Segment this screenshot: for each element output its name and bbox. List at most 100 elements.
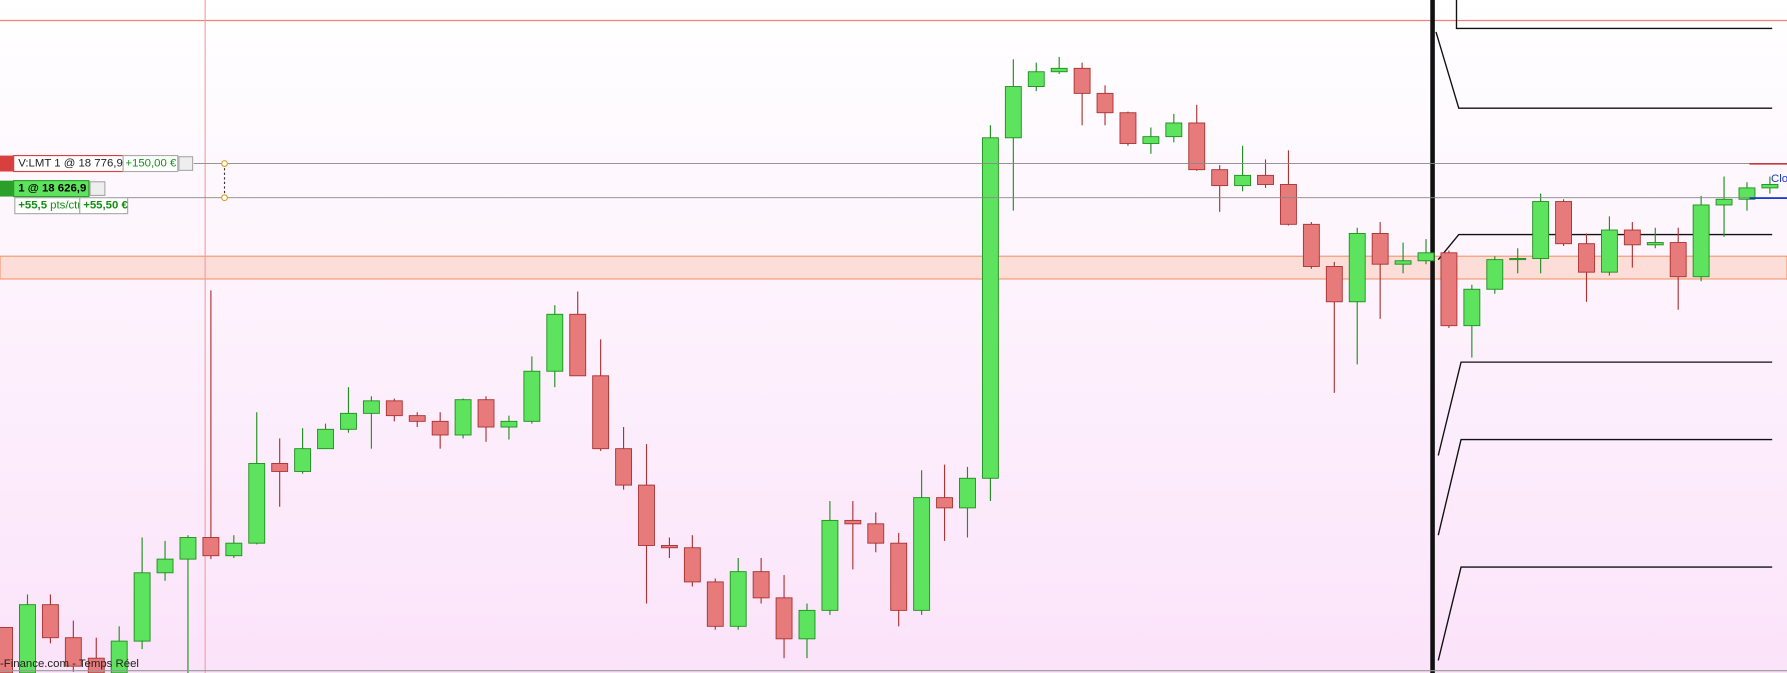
candle-body — [156, 558, 174, 574]
candle-body — [729, 571, 747, 627]
candle-body — [1119, 112, 1137, 144]
candle-body — [1371, 232, 1389, 265]
pivot-line — [1435, 31, 1773, 109]
candle-body — [317, 428, 334, 450]
candle-body — [64, 637, 82, 667]
candle-body — [1027, 71, 1045, 88]
candle-body — [1211, 169, 1229, 187]
candle-body — [87, 657, 105, 673]
source-label: -Finance.com - Temps Réel — [0, 658, 139, 670]
candle-body — [1280, 184, 1297, 225]
candle-body — [431, 420, 449, 436]
candle-body — [660, 545, 678, 549]
candle-body — [19, 604, 36, 673]
candle-body — [1073, 67, 1091, 94]
candle-body — [1394, 260, 1412, 265]
candle-body — [683, 547, 701, 583]
order-handle — [221, 194, 228, 202]
candle-body — [913, 497, 931, 611]
pivot-line — [1437, 438, 1773, 536]
candle-body — [615, 448, 633, 486]
position-label-box — [13, 180, 90, 198]
candle-body — [1761, 184, 1779, 189]
candle-body — [523, 370, 541, 422]
pivot-line — [1437, 566, 1773, 661]
candle-body — [294, 448, 312, 472]
order-close[interactable] — [178, 156, 194, 171]
candle-body — [1417, 252, 1435, 262]
pivot-line — [1437, 361, 1773, 456]
candle-body — [1669, 242, 1687, 278]
candle-body — [1532, 201, 1550, 259]
order-icon — [0, 155, 14, 172]
candle-body — [890, 542, 908, 611]
position-icon — [0, 180, 14, 197]
indicator-lines — [1435, 0, 1773, 661]
candle-body — [1325, 266, 1343, 303]
candle-body — [385, 400, 403, 417]
candle-body — [775, 597, 793, 640]
candle-body — [1302, 223, 1320, 267]
candle-body — [821, 519, 839, 611]
order-pnl-box — [122, 155, 179, 173]
candle-body — [1050, 67, 1068, 73]
candle-body — [1440, 252, 1458, 327]
candle-body — [1738, 187, 1756, 200]
pnl-box — [79, 197, 129, 215]
candle-body — [1486, 259, 1504, 290]
candle-body — [1348, 232, 1366, 303]
candle-body — [1165, 122, 1183, 138]
candle-body — [225, 542, 243, 557]
candle-body — [1234, 174, 1252, 187]
candle-body — [867, 523, 885, 544]
position-close[interactable] — [89, 181, 106, 197]
candle-body — [1623, 229, 1641, 246]
candle-body — [408, 415, 426, 422]
candle-body — [179, 537, 197, 560]
pivot-line — [1437, 233, 1773, 261]
pivot-line — [1455, 0, 1773, 30]
candle-body — [248, 463, 266, 544]
orders: V:LMT 1 @ 18 776,9 +150,00 € 1 @ 18 626,9 +… — [0, 155, 1787, 215]
candle-body — [1142, 136, 1160, 144]
points-unit: pts/ctr — [50, 200, 81, 212]
pnl: +55,50 € — [83, 200, 128, 212]
candle-body — [202, 537, 220, 557]
candle-body — [569, 313, 587, 377]
candle-body — [844, 519, 862, 525]
candle-body — [1715, 198, 1733, 206]
position-label: 1 @ 18 626,9 — [18, 183, 86, 195]
candle-body — [362, 400, 380, 414]
candle-body — [0, 626, 13, 673]
order-handle — [221, 160, 228, 167]
candle-body — [1692, 204, 1710, 278]
candle-body — [41, 604, 59, 639]
candle-body — [1555, 201, 1572, 245]
order-pnl: +150,00 € — [125, 158, 177, 170]
candle-body — [1257, 174, 1274, 185]
candle-body — [798, 609, 816, 640]
candle-body — [981, 137, 999, 479]
candle-body — [271, 463, 289, 472]
candle-body — [1646, 242, 1664, 246]
candle-body — [936, 497, 953, 509]
candle-body — [1600, 229, 1618, 273]
order-label: V:LMT 1 @ 18 776,9 — [18, 158, 123, 170]
candle-body — [1096, 92, 1114, 114]
close-tag: Clo — [1771, 173, 1787, 185]
candle-body — [752, 571, 770, 599]
candle-body — [546, 313, 564, 372]
candles — [0, 56, 1779, 673]
candle-body — [454, 399, 472, 436]
points: +55,5 — [18, 200, 47, 212]
session-separator — [1430, 0, 1435, 673]
candle-body — [477, 399, 495, 428]
candle-body — [592, 375, 610, 450]
candle-body — [340, 412, 357, 430]
candle-body — [706, 581, 724, 627]
candle-body — [638, 484, 655, 546]
candle-body — [133, 572, 151, 642]
candle-body — [1188, 122, 1206, 171]
candle-body — [1578, 243, 1595, 273]
